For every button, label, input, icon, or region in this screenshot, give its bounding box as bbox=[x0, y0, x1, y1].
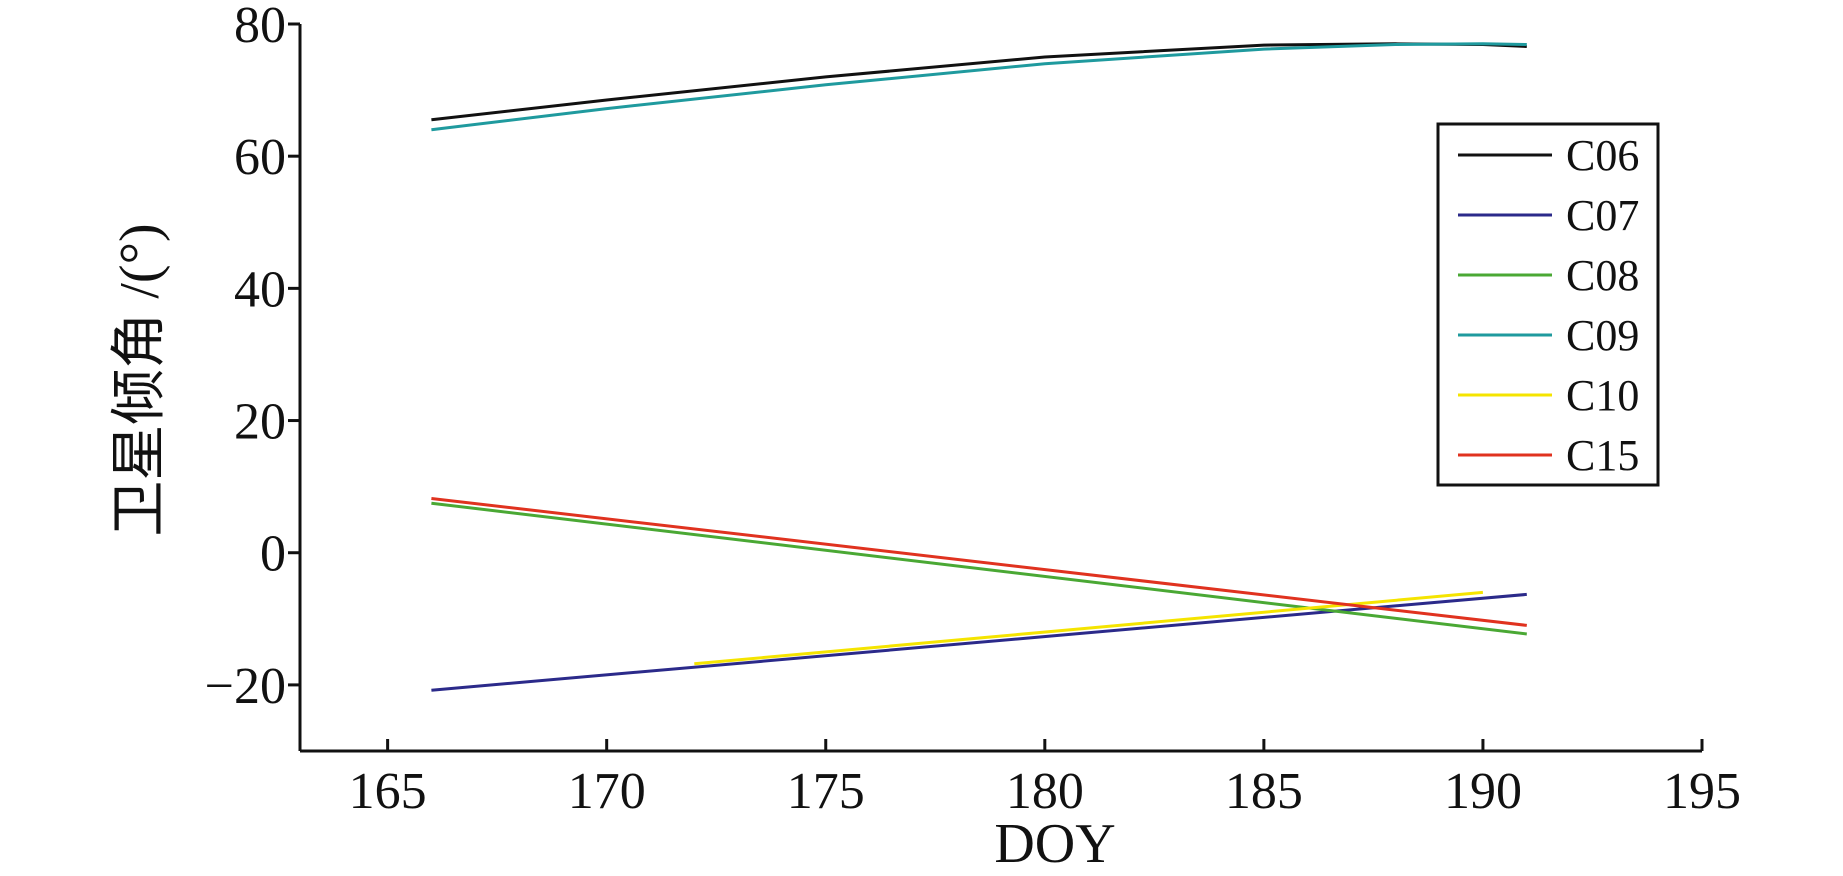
y-tick-label: 60 bbox=[234, 129, 286, 186]
y-tick-label: 20 bbox=[234, 394, 286, 451]
x-axis-title: DOY bbox=[994, 813, 1115, 875]
legend-label-c07: C07 bbox=[1566, 191, 1639, 240]
legend-box bbox=[1436, 122, 1660, 487]
legend-label-c09: C09 bbox=[1566, 311, 1639, 360]
legend-label-c10: C10 bbox=[1566, 371, 1639, 420]
axes bbox=[298, 24, 1702, 753]
series-line-c09 bbox=[431, 42, 1527, 132]
x-tick-label: 175 bbox=[787, 763, 865, 820]
x-tick-label: 190 bbox=[1444, 763, 1522, 820]
x-tick-label: 165 bbox=[349, 763, 427, 820]
legend: C06 C07 C08 C09 C10 C15 bbox=[1436, 122, 1660, 487]
y-tick-label: 40 bbox=[234, 261, 286, 318]
y-tick-label: 80 bbox=[234, 0, 286, 54]
plot-lines bbox=[431, 42, 1527, 692]
series-line-c06 bbox=[431, 42, 1527, 122]
legend-label-c06: C06 bbox=[1566, 131, 1639, 180]
legend-label-c15: C15 bbox=[1566, 431, 1639, 480]
y-tick-label: −20 bbox=[205, 658, 286, 715]
x-tick-label: 170 bbox=[568, 763, 646, 820]
x-ticks: 165 170 175 180 185 190 195 bbox=[349, 739, 1741, 820]
series-line-c15 bbox=[431, 497, 1527, 627]
series-line-c07 bbox=[431, 592, 1527, 692]
x-tick-label: 185 bbox=[1225, 763, 1303, 820]
x-tick-label: 180 bbox=[1006, 763, 1084, 820]
series-line-c10 bbox=[694, 590, 1484, 666]
y-axis-title: 卫星倾角 /(°) bbox=[109, 223, 171, 536]
x-tick-label: 195 bbox=[1663, 763, 1741, 820]
series-line-c08 bbox=[431, 501, 1527, 636]
y-ticks: −20 0 20 40 60 80 bbox=[205, 0, 300, 715]
legend-label-c08: C08 bbox=[1566, 251, 1639, 300]
y-tick-label: 0 bbox=[260, 526, 286, 583]
